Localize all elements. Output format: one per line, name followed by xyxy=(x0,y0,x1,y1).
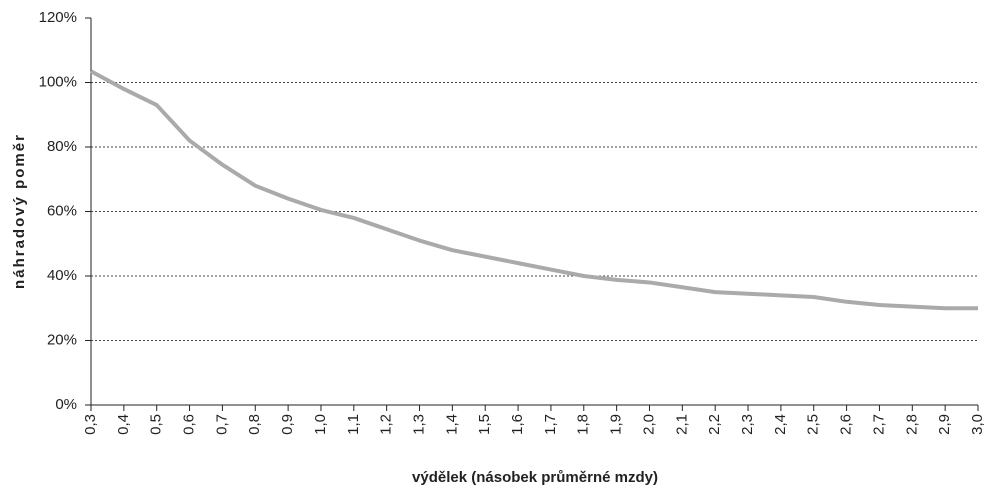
x-tick-label: 0,8 xyxy=(246,414,263,435)
y-tick-label: 60% xyxy=(47,202,77,219)
x-tick-label: 2,4 xyxy=(772,414,789,435)
y-tick-label: 100% xyxy=(39,73,77,90)
x-tick-label: 2,1 xyxy=(673,414,690,435)
y-tick-label: 0% xyxy=(55,396,77,413)
x-tick-label: 0,3 xyxy=(82,414,99,435)
x-tick-label: 1,0 xyxy=(312,414,329,435)
x-tick-label: 1,4 xyxy=(443,414,460,435)
x-tick-label: 1,1 xyxy=(345,414,362,435)
x-tick-label: 1,7 xyxy=(542,414,559,435)
x-tick-label: 1,2 xyxy=(378,414,395,435)
x-tick-label: 0,6 xyxy=(181,414,198,435)
x-tick-label: 1,5 xyxy=(476,414,493,435)
x-tick-label: 1,6 xyxy=(509,414,526,435)
x-tick-label: 1,9 xyxy=(608,414,625,435)
y-tick-label: 80% xyxy=(47,138,77,155)
x-tick-label: 2,3 xyxy=(739,414,756,435)
x-tick-label: 0,9 xyxy=(279,414,296,435)
x-tick-label: 2,6 xyxy=(838,414,855,435)
x-tick-label: 0,7 xyxy=(213,414,230,435)
y-tick-label: 20% xyxy=(47,331,77,348)
x-tick-label: 2,5 xyxy=(805,414,822,435)
x-tick-label: 1,8 xyxy=(575,414,592,435)
y-tick-label: 120% xyxy=(39,9,77,26)
line xyxy=(90,69,978,311)
x-tick-label: 2,2 xyxy=(706,414,723,435)
x-tick-label: 1,3 xyxy=(410,414,427,435)
y-tick-label: 40% xyxy=(47,267,77,284)
x-tick-label: 2,8 xyxy=(903,414,920,435)
x-axis-title: výdělek (násobek průměrné mzdy) xyxy=(412,469,658,486)
x-tick-label: 0,5 xyxy=(148,414,165,435)
y-axis-title: náhradový poměr xyxy=(11,133,28,289)
x-tick-label: 0,4 xyxy=(115,414,132,435)
x-tick-label: 2,7 xyxy=(870,414,887,435)
x-tick-label: 2,9 xyxy=(936,414,953,435)
x-tick-label: 3,0 xyxy=(969,414,986,435)
x-tick-label: 2,0 xyxy=(640,414,657,435)
